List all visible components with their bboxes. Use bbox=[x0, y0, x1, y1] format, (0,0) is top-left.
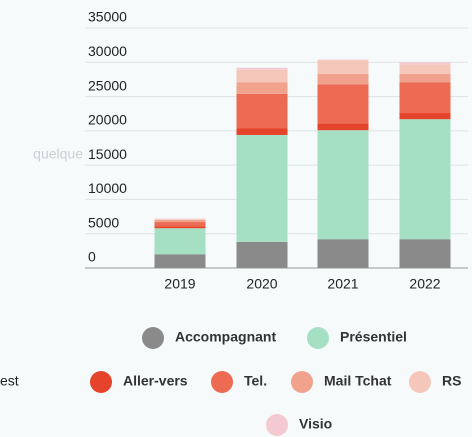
x-tick-label: 2019 bbox=[164, 276, 195, 292]
bar-segment bbox=[236, 67, 288, 70]
legend-label: Mail Tchat bbox=[324, 373, 392, 389]
y-tick-label: 5000 bbox=[88, 214, 119, 230]
bar-segment bbox=[317, 60, 369, 74]
x-tick-label: 2020 bbox=[246, 276, 277, 292]
y-tick-label: 15000 bbox=[88, 146, 127, 162]
legend-marker bbox=[142, 327, 164, 349]
background-fragment: quelque bbox=[33, 146, 83, 162]
bar-segment bbox=[154, 219, 206, 220]
legend-label: Tel. bbox=[244, 373, 267, 389]
bar-segment bbox=[154, 222, 206, 227]
bar-segment bbox=[317, 123, 369, 131]
legend-marker bbox=[266, 414, 288, 436]
bar-segment bbox=[399, 62, 451, 65]
legend-label: RS bbox=[442, 373, 461, 389]
bar-segment bbox=[154, 218, 206, 220]
legend-label: Visio bbox=[299, 416, 332, 432]
bar-segment bbox=[399, 119, 451, 240]
bar-segment bbox=[236, 241, 288, 268]
bar-segment bbox=[236, 93, 288, 129]
bar-segment bbox=[154, 254, 206, 268]
legend-label: Accompagnant bbox=[175, 329, 276, 345]
bar-segment bbox=[236, 134, 288, 242]
background-fragment: est bbox=[0, 373, 19, 389]
bar-segment bbox=[154, 226, 206, 229]
bar-segment bbox=[399, 73, 451, 83]
bar-segment bbox=[399, 239, 451, 268]
y-tick-label: 35000 bbox=[88, 9, 127, 25]
bar-segment bbox=[154, 228, 206, 255]
bar-segment bbox=[317, 59, 369, 61]
x-tick-label: 2021 bbox=[327, 276, 358, 292]
y-tick-label: 30000 bbox=[88, 43, 127, 59]
legend-marker bbox=[291, 371, 313, 393]
legend-label: Aller-vers bbox=[123, 373, 188, 389]
bar-segment bbox=[236, 128, 288, 135]
y-tick-label: 20000 bbox=[88, 112, 127, 128]
bar-segment bbox=[317, 84, 369, 124]
bar-segment bbox=[317, 73, 369, 85]
x-tick-label: 2022 bbox=[409, 276, 440, 292]
bar-segment bbox=[317, 130, 369, 240]
legend-marker bbox=[211, 371, 233, 393]
legend-marker bbox=[307, 327, 329, 349]
bar-segment bbox=[317, 239, 369, 268]
y-tick-label: 0 bbox=[88, 249, 96, 265]
bar-segment bbox=[399, 64, 451, 74]
bar-segment bbox=[236, 69, 288, 83]
legend-marker bbox=[90, 371, 112, 393]
y-tick-label: 25000 bbox=[88, 77, 127, 93]
bar-segment bbox=[154, 220, 206, 223]
legend-label: Présentiel bbox=[340, 329, 407, 345]
y-tick-label: 10000 bbox=[88, 180, 127, 196]
bar-segment bbox=[236, 82, 288, 94]
legend-marker bbox=[409, 371, 431, 393]
bar-segment bbox=[399, 82, 451, 114]
bar-segment bbox=[399, 113, 451, 120]
